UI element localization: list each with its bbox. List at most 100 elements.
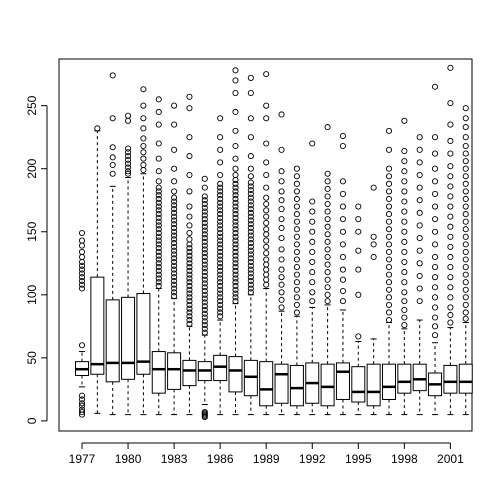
outlier-point <box>217 301 224 308</box>
outlier-point <box>247 251 254 258</box>
outlier-point <box>155 108 162 116</box>
outlier-point <box>339 276 347 283</box>
outlier-point <box>171 236 178 243</box>
outlier-point <box>431 203 439 210</box>
outlier-point <box>247 183 254 190</box>
outlier-point <box>431 150 439 157</box>
outlier-point <box>155 214 162 221</box>
outlier-point <box>186 282 193 290</box>
outlier-point <box>401 322 408 329</box>
outlier-point <box>186 275 193 282</box>
outlier-point <box>155 178 162 185</box>
outlier-point <box>109 161 116 168</box>
outlier-point <box>263 271 270 278</box>
outlier-point <box>109 144 116 151</box>
outlier-point <box>385 294 393 301</box>
outlier-point <box>140 161 147 168</box>
outlier-point <box>201 219 208 226</box>
y-tick-label: 250 <box>25 95 39 115</box>
outlier-point <box>385 309 393 316</box>
outlier-point <box>232 237 239 244</box>
outlier-point <box>447 223 454 230</box>
outlier-point <box>232 192 239 199</box>
outlier-point <box>186 188 193 195</box>
outlier-point <box>385 195 393 203</box>
outlier-point <box>401 218 408 225</box>
outlier-point <box>247 281 254 288</box>
box-1993 <box>320 124 335 416</box>
outlier-point <box>462 248 469 255</box>
outlier-point <box>232 199 239 206</box>
outlier-point <box>447 319 454 326</box>
outlier-point <box>401 258 408 266</box>
outlier-point <box>385 248 393 255</box>
outlier-point <box>186 267 193 274</box>
outlier-point <box>416 146 423 153</box>
iqr-box <box>382 363 396 400</box>
outlier-point <box>171 274 178 281</box>
outlier-point <box>447 311 454 319</box>
outlier-point <box>217 233 224 240</box>
outlier-point <box>447 203 454 210</box>
outlier-point <box>339 241 347 248</box>
outlier-point <box>247 236 254 243</box>
outlier-point <box>447 173 454 180</box>
outlier-point <box>324 261 331 268</box>
outlier-point <box>462 218 469 225</box>
outlier-point <box>155 241 162 248</box>
outlier-point <box>78 402 86 409</box>
outlier-point <box>431 314 439 321</box>
outlier-point <box>186 260 193 267</box>
outlier-point <box>324 208 331 215</box>
outlier-point <box>109 170 116 177</box>
outlier-point <box>217 309 224 316</box>
outlier-point <box>339 142 347 150</box>
outlier-point <box>431 264 439 271</box>
outlier-point <box>401 248 408 255</box>
outlier-point <box>385 241 393 248</box>
outlier-point <box>155 229 162 237</box>
iqr-box <box>182 359 197 387</box>
outlier-point <box>78 396 86 403</box>
outlier-point <box>217 203 224 210</box>
outlier-point <box>232 203 239 210</box>
box-1989 <box>259 71 274 416</box>
box-1980 <box>121 112 136 416</box>
outlier-point <box>247 221 254 228</box>
outlier-point <box>355 216 362 223</box>
outlier-point <box>217 279 224 286</box>
outlier-point <box>324 291 331 298</box>
iqr-box <box>228 356 243 393</box>
outlier-point <box>155 96 162 103</box>
x-tick-label: 1983 <box>161 452 188 466</box>
outlier-point <box>171 277 178 284</box>
outlier-point <box>263 200 270 208</box>
outlier-point <box>217 237 224 244</box>
outlier-point <box>201 269 208 276</box>
outlier-point <box>201 216 208 223</box>
y-tick-label: 0 <box>25 417 39 424</box>
outlier-point <box>201 184 208 191</box>
outlier-point <box>278 146 285 153</box>
outlier-point <box>293 271 300 278</box>
box-1984 <box>182 93 197 416</box>
outlier-point <box>186 264 193 271</box>
outlier-point <box>155 211 162 218</box>
outlier-point <box>431 134 439 141</box>
outlier-point <box>217 252 224 259</box>
outlier-point <box>263 281 270 288</box>
outlier-point <box>324 269 331 276</box>
outlier-point <box>201 280 208 287</box>
outlier-point <box>201 197 208 204</box>
outlier-point <box>155 260 162 267</box>
outlier-point <box>278 266 285 273</box>
outlier-point <box>309 218 316 225</box>
outlier-point <box>186 290 193 297</box>
outlier-point <box>186 313 193 320</box>
outlier-point <box>78 342 86 349</box>
outlier-point <box>217 313 224 320</box>
outlier-point <box>355 291 362 298</box>
box-1986 <box>213 115 228 416</box>
outlier-point <box>78 409 86 416</box>
iqr-box <box>213 354 228 382</box>
